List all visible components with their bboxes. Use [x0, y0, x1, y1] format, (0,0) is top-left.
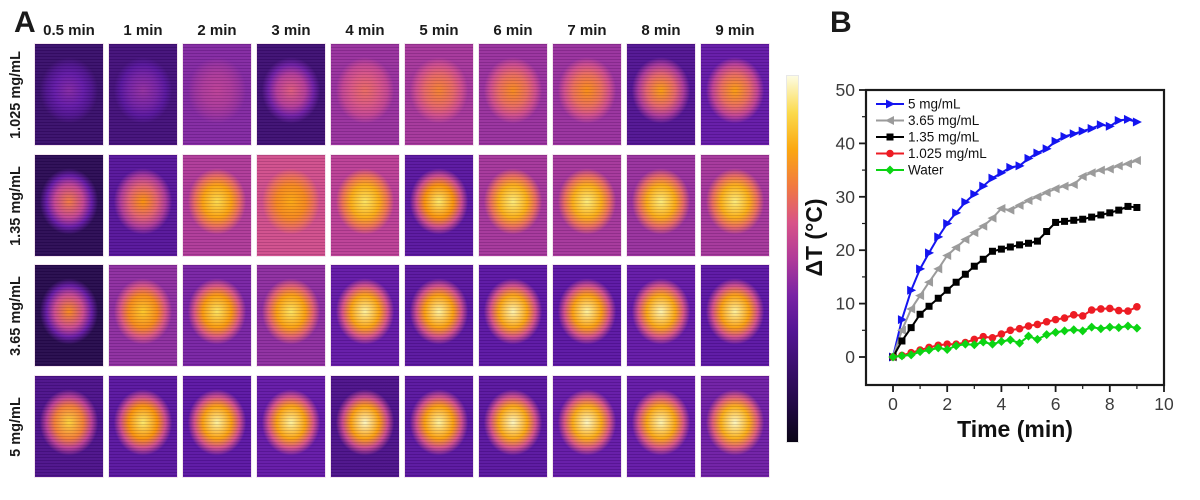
legend-item: Water [876, 163, 944, 178]
thermal-cell [108, 43, 178, 146]
chart-series-water [888, 321, 1142, 362]
y-tick-label: 10 [836, 294, 856, 314]
chart-series-3-65-mg-ml [888, 155, 1141, 362]
legend-label: Water [908, 163, 944, 178]
legend-item: 1.025 mg/mL [876, 146, 987, 161]
column-header-time: 3 min [271, 22, 311, 39]
thermal-cell [108, 375, 178, 478]
legend: 5 mg/mL3.65 mg/mL 1.35 mg/mL1.025 mg/mL Wa… [876, 97, 987, 178]
column-header-time: 9 min [715, 22, 755, 39]
y-tick-label: 50 [836, 80, 856, 100]
thermal-cell [700, 43, 770, 146]
thermal-cell [330, 154, 400, 257]
x-tick-label: 6 [1051, 394, 1061, 414]
row-label-text: 1.35 mg/mL [8, 165, 24, 246]
thermal-cell [182, 264, 252, 367]
thermal-cell [404, 43, 474, 146]
thermal-cell [626, 375, 696, 478]
legend-item: 5 mg/mL [876, 97, 961, 112]
row-label-text: 1.025 mg/mL [8, 50, 24, 139]
column-header-time: 4 min [345, 22, 385, 39]
thermal-cell [34, 43, 104, 146]
x-tick-label: 8 [1105, 394, 1115, 414]
thermal-cell [552, 154, 622, 257]
thermal-cell [256, 264, 326, 367]
thermal-cell [700, 154, 770, 257]
thermal-cell [34, 154, 104, 257]
thermal-cell [182, 43, 252, 146]
thermal-cell [108, 264, 178, 367]
x-axis-label: Time (min) [957, 416, 1073, 442]
y-tick-label: 30 [836, 187, 856, 207]
thermal-cell [182, 154, 252, 257]
colorbar [786, 75, 799, 443]
thermal-cell [330, 375, 400, 478]
thermal-cell [626, 154, 696, 257]
x-tick-label: 10 [1154, 394, 1174, 414]
y-tick-label: 20 [836, 240, 856, 260]
column-header-time: 6 min [493, 22, 533, 39]
chart-series-5-mg-ml [889, 114, 1142, 362]
legend-label: 3.65 mg/mL [908, 113, 980, 128]
thermal-cell [700, 375, 770, 478]
legend-label: 1.025 mg/mL [908, 146, 987, 161]
row-label-concentration: 1.35 mg/mL [0, 154, 32, 257]
thermal-cell [34, 375, 104, 478]
y-tick-label: 40 [836, 133, 856, 153]
thermal-cell [552, 375, 622, 478]
axis-ticks: 0 2 4 6 8 10 0 10 20 30 40 50 [836, 80, 1174, 414]
thermal-cell [330, 43, 400, 146]
thermal-cell [404, 264, 474, 367]
thermal-cell [404, 375, 474, 478]
chart-frame [864, 88, 1166, 387]
thermal-cell [256, 375, 326, 478]
panel-a-label: A [14, 6, 36, 39]
thermal-cell [552, 43, 622, 146]
column-header-time: 8 min [641, 22, 681, 39]
thermal-cell [626, 264, 696, 367]
thermal-cell [256, 154, 326, 257]
thermal-cell [404, 154, 474, 257]
y-axis-label: ΔT (°C) [801, 198, 827, 276]
row-label-text: 3.65 mg/mL [8, 275, 24, 356]
x-tick-label: 4 [997, 394, 1007, 414]
thermal-cell [182, 375, 252, 478]
legend-label: 5 mg/mL [908, 97, 961, 112]
y-tick-label: 0 [845, 347, 855, 367]
thermal-cell [34, 264, 104, 367]
thermal-cell [478, 264, 548, 367]
legend-item: 1.35 mg/mL [876, 130, 980, 145]
panel-b-label: B [830, 6, 852, 39]
legend-label: 1.35 mg/mL [908, 130, 980, 145]
thermal-cell [626, 43, 696, 146]
row-label-concentration: 1.025 mg/mL [0, 43, 32, 146]
column-header-time: 5 min [419, 22, 459, 39]
x-tick-label: 2 [942, 394, 952, 414]
thermal-cell [256, 43, 326, 146]
column-header-time: 7 min [567, 22, 607, 39]
thermal-cell [330, 264, 400, 367]
column-header-time: 2 min [197, 22, 237, 39]
thermal-cell [478, 375, 548, 478]
column-header-time: 0.5 min [43, 22, 95, 39]
thermal-cell [478, 43, 548, 146]
x-tick-label: 0 [888, 394, 898, 414]
temperature-chart: 0 2 4 6 8 10 0 10 20 30 40 50 Time (min) ΔT (°C) 5 mg/… [801, 80, 1174, 442]
row-label-text: 5 mg/mL [8, 396, 24, 457]
row-label-concentration: 3.65 mg/mL [0, 264, 32, 367]
thermal-cell [108, 154, 178, 257]
thermal-cell [700, 264, 770, 367]
column-header-time: 1 min [123, 22, 163, 39]
thermal-cell [552, 264, 622, 367]
thermal-cell [478, 154, 548, 257]
row-label-concentration: 5 mg/mL [0, 375, 32, 478]
legend-item: 3.65 mg/mL [876, 113, 980, 128]
